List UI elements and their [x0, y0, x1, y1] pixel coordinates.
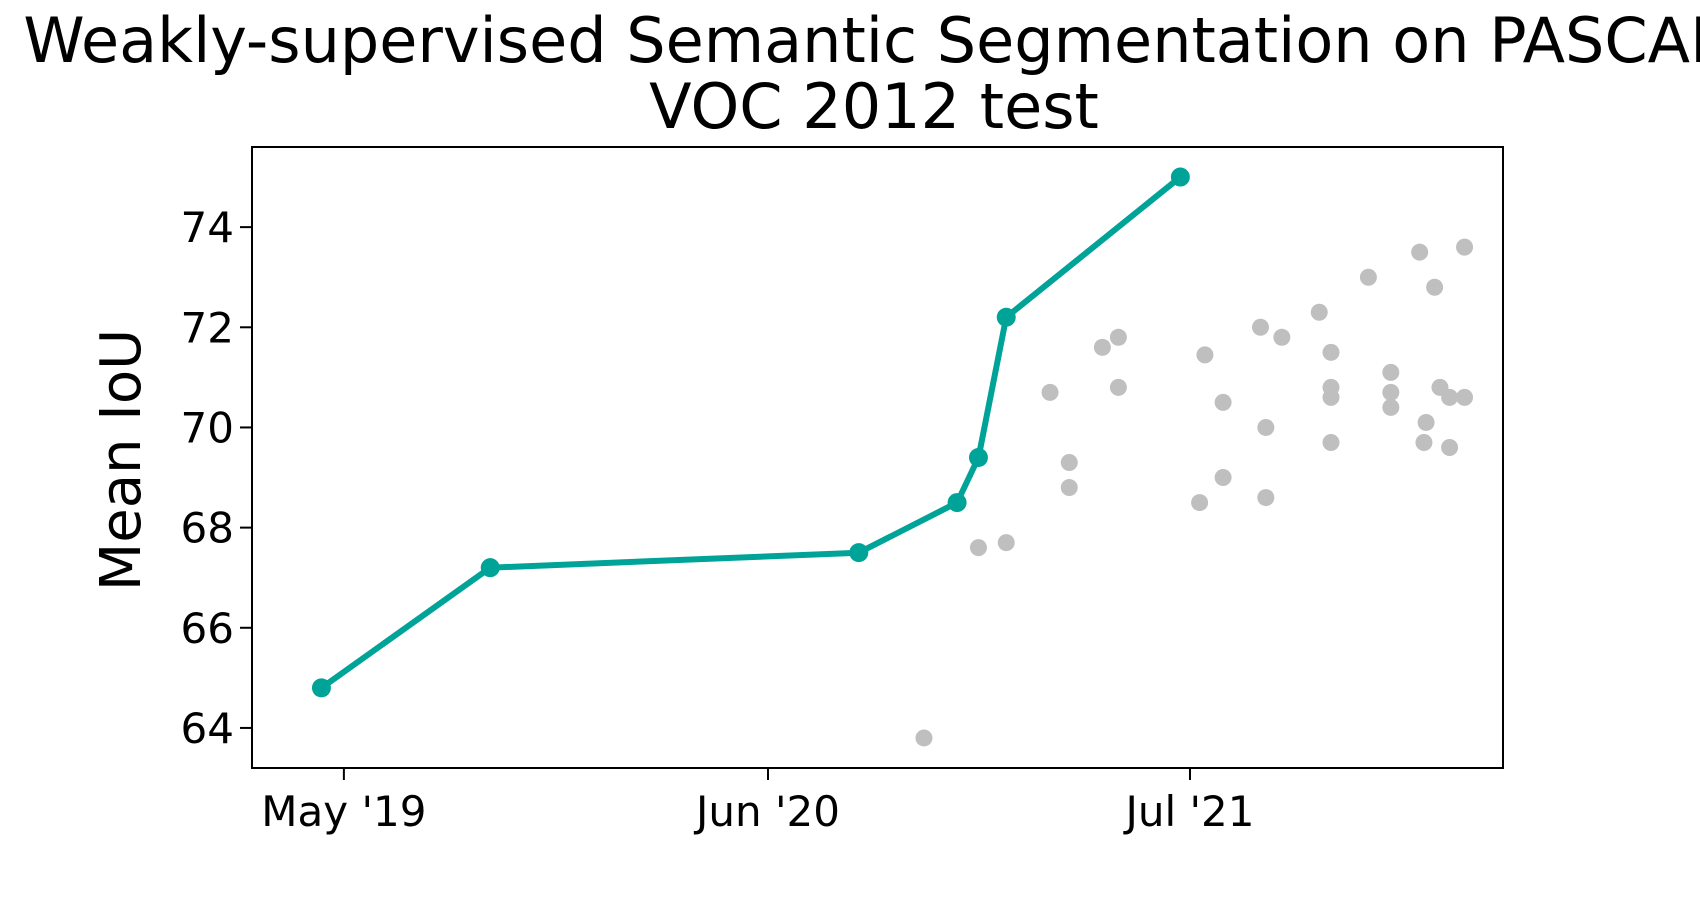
x-tick-label: Jul '21 — [1122, 787, 1254, 836]
sota-point — [311, 678, 331, 698]
scatter-point — [1257, 418, 1275, 436]
x-tick-label: May '19 — [261, 787, 426, 836]
y-tick-label: 70 — [181, 403, 234, 452]
x-axis: May '19 Jun '20 Jul '21 — [261, 768, 1254, 836]
y-tick-label: 74 — [181, 203, 234, 252]
scatter-point — [997, 534, 1015, 552]
scatter-point — [1322, 343, 1340, 361]
sota-line — [318, 174, 1184, 691]
sota-point — [1170, 167, 1190, 187]
plot-area — [311, 167, 1474, 747]
chart-title: Weakly-supervised Semantic Segmentation … — [23, 4, 1700, 143]
y-axis: 64 66 68 70 72 74 — [181, 203, 252, 753]
scatter-point — [1441, 438, 1459, 456]
plot-frame — [251, 146, 1504, 769]
scatter-point — [1417, 413, 1435, 431]
y-tick-label: 64 — [181, 704, 234, 753]
y-tick-label: 68 — [181, 504, 234, 553]
scatter-point — [1060, 479, 1078, 497]
sota-point — [480, 558, 500, 578]
scatter-point — [1456, 238, 1474, 256]
chart-title-line2: VOC 2012 test — [649, 70, 1099, 143]
scatter-point — [1041, 383, 1059, 401]
scatter-point — [1382, 398, 1400, 416]
scatter-point — [915, 729, 933, 747]
sota-point — [947, 493, 967, 513]
scatter-point — [1359, 268, 1377, 286]
scatter-point — [1382, 383, 1400, 401]
scatter-point — [1196, 346, 1214, 364]
scatter-point — [1191, 494, 1209, 512]
y-axis-label: Mean IoU — [89, 329, 154, 591]
scatter-point — [1382, 363, 1400, 381]
y-tick-label: 72 — [181, 303, 234, 352]
scatter-point — [1411, 243, 1429, 261]
scatter-point — [1273, 328, 1291, 346]
y-tick-label: 66 — [181, 604, 234, 653]
scatter-point — [1214, 393, 1232, 411]
sota-point — [968, 448, 988, 467]
scatter-point — [1060, 454, 1078, 472]
scatter-point — [1109, 328, 1127, 346]
chart-title-line1: Weakly-supervised Semantic Segmentation … — [23, 4, 1700, 77]
scatter-point — [1257, 489, 1275, 507]
scatter-point — [1322, 433, 1340, 451]
scatter-point — [1214, 469, 1232, 487]
scatter-point — [1251, 318, 1269, 336]
scatter-point — [1426, 278, 1444, 296]
scatter-point — [1322, 388, 1340, 406]
x-tick-label: Jun '20 — [693, 787, 840, 836]
scatter-point — [1456, 388, 1474, 406]
scatter-point — [1093, 338, 1111, 356]
sota-point — [849, 543, 869, 563]
scatter-point — [1415, 433, 1433, 451]
sota-point — [996, 307, 1016, 327]
scatter-point — [1441, 388, 1459, 406]
scatter-point — [1310, 303, 1328, 321]
scatter-point — [969, 539, 987, 557]
scatter-point — [1109, 378, 1127, 396]
